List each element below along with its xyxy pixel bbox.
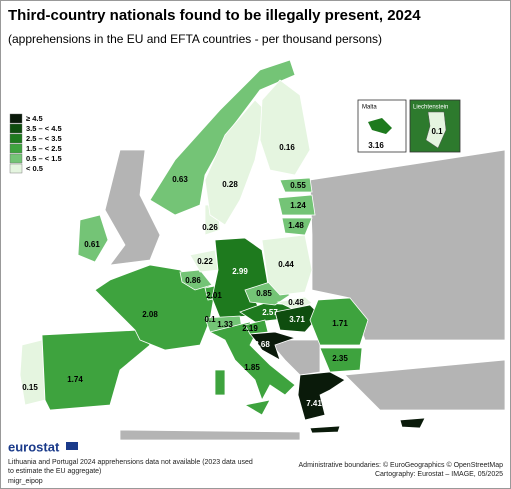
inset-shape — [368, 118, 392, 134]
country — [94, 264, 216, 351]
value-label: 0.1 — [204, 315, 216, 324]
value-label: 0.1 — [431, 127, 443, 136]
legend-label: 0.5 – < 1.5 — [26, 154, 62, 163]
country-shape — [204, 99, 266, 226]
credits: Administrative boundaries: © EuroGeograp… — [299, 461, 504, 469]
country — [249, 331, 297, 361]
legend-swatch — [9, 113, 23, 124]
value-label: 0.48 — [288, 298, 304, 307]
country-shape — [281, 217, 313, 236]
country — [244, 319, 269, 335]
countries — [19, 59, 426, 434]
country-shape — [399, 417, 426, 429]
footnote: to estimate the EU aggregate) — [8, 468, 101, 475]
footnote: Lithuania and Portugal 2024 apprehension… — [8, 459, 253, 466]
country — [281, 217, 313, 236]
value-label: 1.74 — [67, 375, 83, 384]
value-label: 0.44 — [278, 260, 294, 269]
legend-label: 2.5 – < 3.5 — [26, 134, 62, 143]
subtitle: (apprehensions in the EU and EFTA countr… — [8, 32, 382, 46]
value-label: 0.15 — [22, 383, 38, 392]
legend-swatch — [9, 153, 23, 164]
value-label: 0.26 — [202, 223, 218, 232]
value-label: 0.85 — [256, 289, 272, 298]
value-label: 3.16 — [368, 141, 384, 150]
inset-title: Liechtenstein — [413, 105, 448, 111]
country — [277, 194, 316, 216]
legend-label: 1.5 – < 2.5 — [26, 144, 62, 153]
value-label: 1.71 — [332, 319, 348, 328]
value-label: 0.61 — [84, 240, 100, 249]
country-shape — [249, 331, 297, 361]
country-shape — [19, 339, 46, 406]
value-label: 0.28 — [222, 180, 238, 189]
legend: ≥ 4.53.5 – < 4.52.5 – < 3.51.5 – < 2.50.… — [9, 113, 62, 174]
non-eu-land — [104, 149, 506, 441]
legend-label: ≥ 4.5 — [26, 114, 43, 123]
legend-swatch — [9, 143, 23, 154]
country-shape — [309, 425, 341, 434]
country — [279, 177, 313, 193]
legend-swatch — [9, 123, 23, 134]
country-shape — [319, 347, 363, 373]
logo: eurostat — [8, 439, 60, 454]
country — [208, 321, 296, 416]
value-label: 2.08 — [142, 310, 158, 319]
value-label: 0.86 — [185, 276, 201, 285]
dataset-code: migr_eipop — [8, 478, 43, 485]
country-shape — [179, 269, 213, 291]
value-label: 8.68 — [254, 340, 270, 349]
country-shape — [277, 194, 316, 216]
country-shape — [309, 297, 369, 346]
value-label: 9.68 — [406, 427, 422, 436]
country — [259, 79, 311, 176]
country — [319, 347, 363, 373]
value-label: 0.16 — [279, 143, 295, 152]
value-label: 2.57 — [262, 308, 278, 317]
country-shape — [94, 264, 216, 351]
country — [204, 99, 266, 226]
country-shape — [243, 399, 271, 416]
value-label: 1.24 — [290, 201, 306, 210]
inset-title: Malta — [362, 105, 377, 111]
country-shape — [259, 79, 311, 176]
value-label: 0.22 — [197, 257, 213, 266]
value-labels: 0.15 1.74 2.08 0.86 0.22 2.01 2.99 1.33 1.85 2.57… — [22, 143, 422, 436]
country-shape — [279, 177, 313, 193]
value-label: 0.55 — [290, 181, 306, 190]
legend-swatch — [9, 133, 23, 144]
country — [19, 339, 46, 406]
value-label: 1.33 — [217, 320, 233, 329]
country — [77, 214, 109, 263]
title: Third-country nationals found to be ille… — [8, 7, 421, 24]
country — [179, 269, 213, 291]
inset-shape — [425, 111, 447, 149]
country — [297, 371, 346, 434]
legend-swatch — [9, 163, 23, 174]
value-label: 2.99 — [232, 267, 248, 276]
value-label: 1.85 — [244, 363, 260, 372]
country — [276, 296, 313, 311]
value-label: 2.19 — [242, 324, 258, 333]
country — [399, 417, 426, 429]
credits: Cartography: Eurostat – IMAGE, 05/2025 — [375, 471, 503, 478]
country-shape — [244, 319, 269, 335]
value-label: 3.71 — [289, 315, 305, 324]
value-label: 1.48 — [288, 221, 304, 230]
insets: 3.16 0.1 — [368, 111, 447, 150]
country-shape — [214, 369, 226, 396]
country — [309, 297, 369, 346]
legend-label: 3.5 – < 4.5 — [26, 124, 62, 133]
value-label: 2.01 — [206, 291, 222, 300]
value-label: 0.63 — [172, 175, 188, 184]
legend-label: < 0.5 — [26, 164, 43, 173]
country-shape — [297, 371, 346, 421]
logo-flag — [66, 442, 78, 450]
value-label: 2.35 — [332, 354, 348, 363]
country-shape — [77, 214, 109, 263]
country-shape — [276, 296, 313, 311]
value-label: 7.41 — [306, 399, 322, 408]
